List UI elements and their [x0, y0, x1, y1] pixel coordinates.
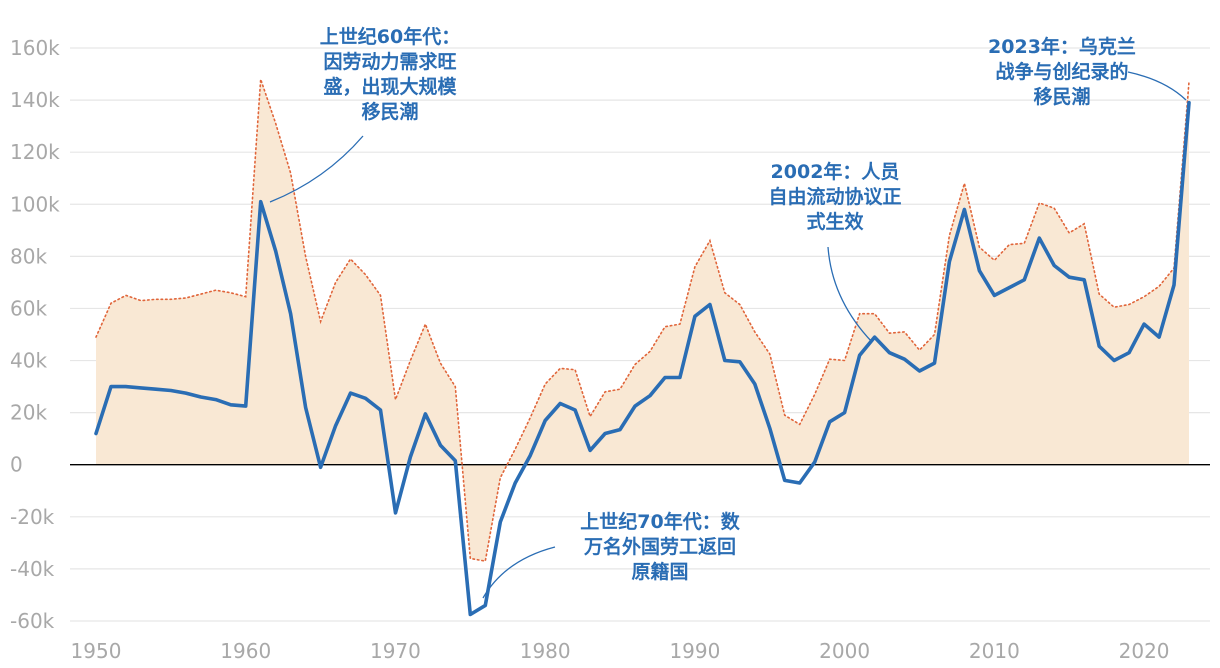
x-tick-label: 1960 — [220, 639, 271, 663]
annotation-line: 2002年：人员 — [771, 160, 900, 183]
series-solid-line — [94, 100, 1191, 617]
y-axis: -60k -40k -20k 0 20k 40k 60k 80k 100k 120k 140k 160… — [10, 36, 60, 633]
annotation-leader — [269, 135, 364, 203]
x-tick-label: 2000 — [819, 639, 870, 663]
annotation-layer: 上世纪60年代：因劳动力需求旺盛，出现大规模移民潮上世纪70年代：数万名外国劳工… — [320, 25, 1136, 583]
annotation-line: 因劳动力需求旺 — [323, 50, 456, 73]
annotation-line: 战争与创纪录的 — [995, 60, 1128, 83]
annotation-line: 上世纪70年代：数 — [580, 510, 740, 533]
x-tick-label: 2010 — [969, 639, 1020, 663]
area-fill — [96, 79, 1189, 562]
x-tick-label: 1970 — [370, 639, 421, 663]
annotation-line: 盛，出现大规模 — [323, 75, 457, 98]
y-tick-label: 60k — [10, 296, 47, 320]
series-dotted-line — [95, 79, 1190, 563]
fill-layer — [96, 79, 1189, 562]
y-tick-label: 100k — [10, 192, 60, 216]
annotation-line: 移民潮 — [361, 100, 418, 123]
y-tick-label: 140k — [10, 88, 60, 112]
y-tick-label: 40k — [10, 349, 47, 373]
x-axis: 1950 1960 1970 1980 1990 2000 2010 2020 — [71, 639, 1170, 663]
annotation-line: 原籍国 — [631, 560, 688, 583]
y-tick-label: -60k — [10, 609, 55, 633]
annotation-leader — [482, 546, 556, 599]
annotation-line: 上世纪60年代： — [320, 25, 460, 48]
y-tick-label: 160k — [10, 36, 60, 60]
leader-layer — [269, 71, 1187, 599]
annotation-line: 移民潮 — [1033, 85, 1090, 108]
annotation-line: 式生效 — [806, 210, 863, 233]
y-tick-label: 120k — [10, 140, 60, 164]
y-tick-label: -40k — [10, 557, 55, 581]
y-tick-label: 80k — [10, 244, 47, 268]
x-tick-label: 1950 — [71, 639, 122, 663]
annotation-line: 自由流动协议正 — [768, 185, 901, 208]
y-tick-label: 20k — [10, 401, 47, 425]
line-layer — [94, 79, 1191, 617]
annotation-line: 万名外国劳工返回 — [583, 535, 736, 558]
y-tick-label: -20k — [10, 505, 55, 529]
x-tick-label: 1980 — [520, 639, 571, 663]
x-tick-label: 1990 — [669, 639, 720, 663]
y-tick-label: 0 — [10, 453, 23, 477]
annotation-line: 2023年：乌克兰 — [988, 35, 1136, 58]
annotation-leader — [827, 246, 873, 343]
x-tick-label: 2020 — [1119, 639, 1170, 663]
annotation-leader — [1127, 71, 1187, 101]
